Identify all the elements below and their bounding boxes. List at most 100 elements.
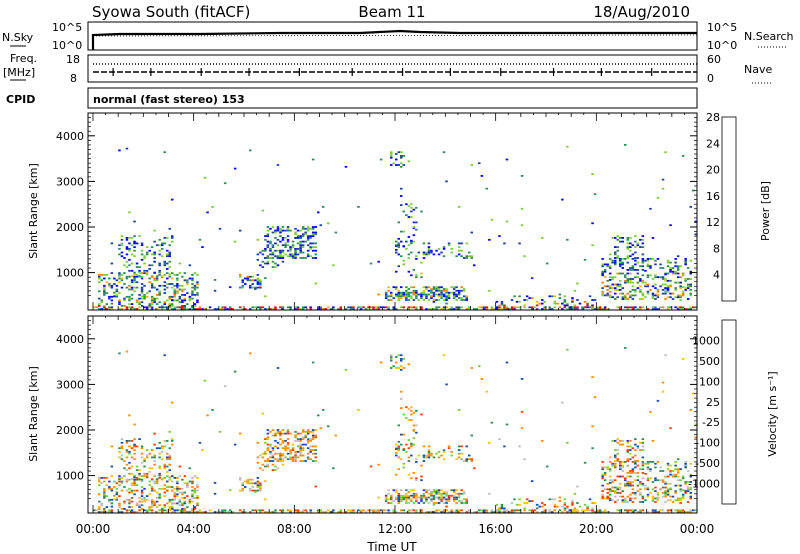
range-cell (427, 253, 431, 256)
range-cell (284, 432, 287, 435)
range-cell (163, 467, 166, 470)
range-cell (641, 261, 645, 264)
range-cell (145, 253, 149, 256)
range-cell (624, 347, 627, 349)
range-cell (319, 427, 322, 430)
range-cell (656, 258, 660, 260)
range-cell (130, 303, 134, 305)
range-cell (631, 298, 635, 300)
range-cell (525, 502, 529, 504)
range-cell (93, 509, 96, 512)
range-cell (571, 306, 574, 309)
range-cell (95, 509, 98, 512)
range-cell (264, 465, 267, 468)
range-cell (410, 419, 413, 421)
range-cell (226, 308, 229, 310)
range-cell (166, 458, 169, 461)
range-cell (676, 269, 680, 271)
range-cell (163, 463, 166, 466)
range-cell (231, 511, 234, 513)
range-cell (133, 489, 136, 492)
range-cell (281, 237, 285, 239)
range-cell (228, 509, 232, 512)
range-cell (603, 294, 607, 297)
range-cell (301, 430, 305, 433)
range-cell (279, 458, 282, 461)
range-cell (437, 502, 441, 504)
range-cell (115, 497, 119, 499)
range-cell (626, 451, 629, 453)
range-cell (256, 281, 260, 284)
range-cell (276, 432, 280, 435)
range-cell (661, 479, 665, 482)
range-cell (606, 289, 609, 291)
range-cell (427, 308, 431, 310)
range-cell (311, 452, 315, 455)
range-cell (309, 306, 312, 309)
range-cell (233, 443, 237, 446)
range-cell (631, 461, 635, 463)
range-cell (150, 487, 154, 490)
range-cell (611, 287, 614, 289)
range-cell (400, 195, 403, 197)
range-cell (654, 259, 657, 262)
range-cell (327, 509, 330, 512)
range-cell (241, 281, 244, 284)
range-cell (266, 260, 270, 263)
range-cell (400, 286, 403, 289)
range-cell (133, 240, 136, 243)
range-cell (168, 454, 171, 457)
range-cell (118, 506, 121, 508)
range-cell (425, 297, 428, 299)
range-cell (437, 253, 441, 256)
range-cell (407, 408, 411, 410)
range-cell (357, 409, 360, 411)
range-cell (425, 286, 428, 289)
range-cell (150, 303, 154, 305)
range-cell (626, 278, 629, 280)
range-cell (158, 238, 161, 241)
range-cell (153, 301, 156, 304)
range-cell (601, 495, 604, 498)
range-cell (148, 452, 151, 455)
range-cell (400, 368, 403, 371)
range-cell (445, 494, 448, 497)
range-cell (457, 409, 461, 411)
range-cell (611, 278, 614, 280)
range-cell (123, 305, 126, 307)
range-cell (634, 443, 637, 446)
range-cell (140, 445, 144, 448)
range-cell (173, 292, 176, 294)
range-cell (166, 286, 169, 289)
range-cell (646, 477, 650, 480)
range-cell (634, 497, 637, 500)
range-cell (674, 484, 677, 487)
range-cell (432, 511, 436, 513)
range-cell (624, 509, 627, 512)
range-cell (422, 496, 426, 499)
range-cell (181, 478, 184, 481)
range-cell (276, 164, 280, 166)
range-cell (649, 274, 652, 277)
range-cell (440, 308, 443, 310)
range-cell (118, 484, 121, 487)
range-cell (671, 495, 675, 498)
range-cell (178, 272, 182, 274)
range-cell (490, 218, 494, 221)
range-cell (213, 279, 217, 281)
range-cell (181, 504, 184, 507)
range-cell (181, 509, 184, 512)
range-cell (586, 505, 589, 508)
range-cell (128, 249, 131, 252)
range-cell (400, 489, 403, 492)
range-cell (311, 429, 315, 431)
range-cell (495, 509, 499, 512)
range-cell (614, 253, 617, 256)
range-cell (311, 460, 315, 462)
range-cell (115, 487, 119, 490)
range-cell (274, 432, 277, 435)
range-cell (520, 224, 524, 227)
range-cell (251, 478, 254, 481)
range-cell (138, 497, 141, 499)
range-cell (576, 502, 579, 504)
